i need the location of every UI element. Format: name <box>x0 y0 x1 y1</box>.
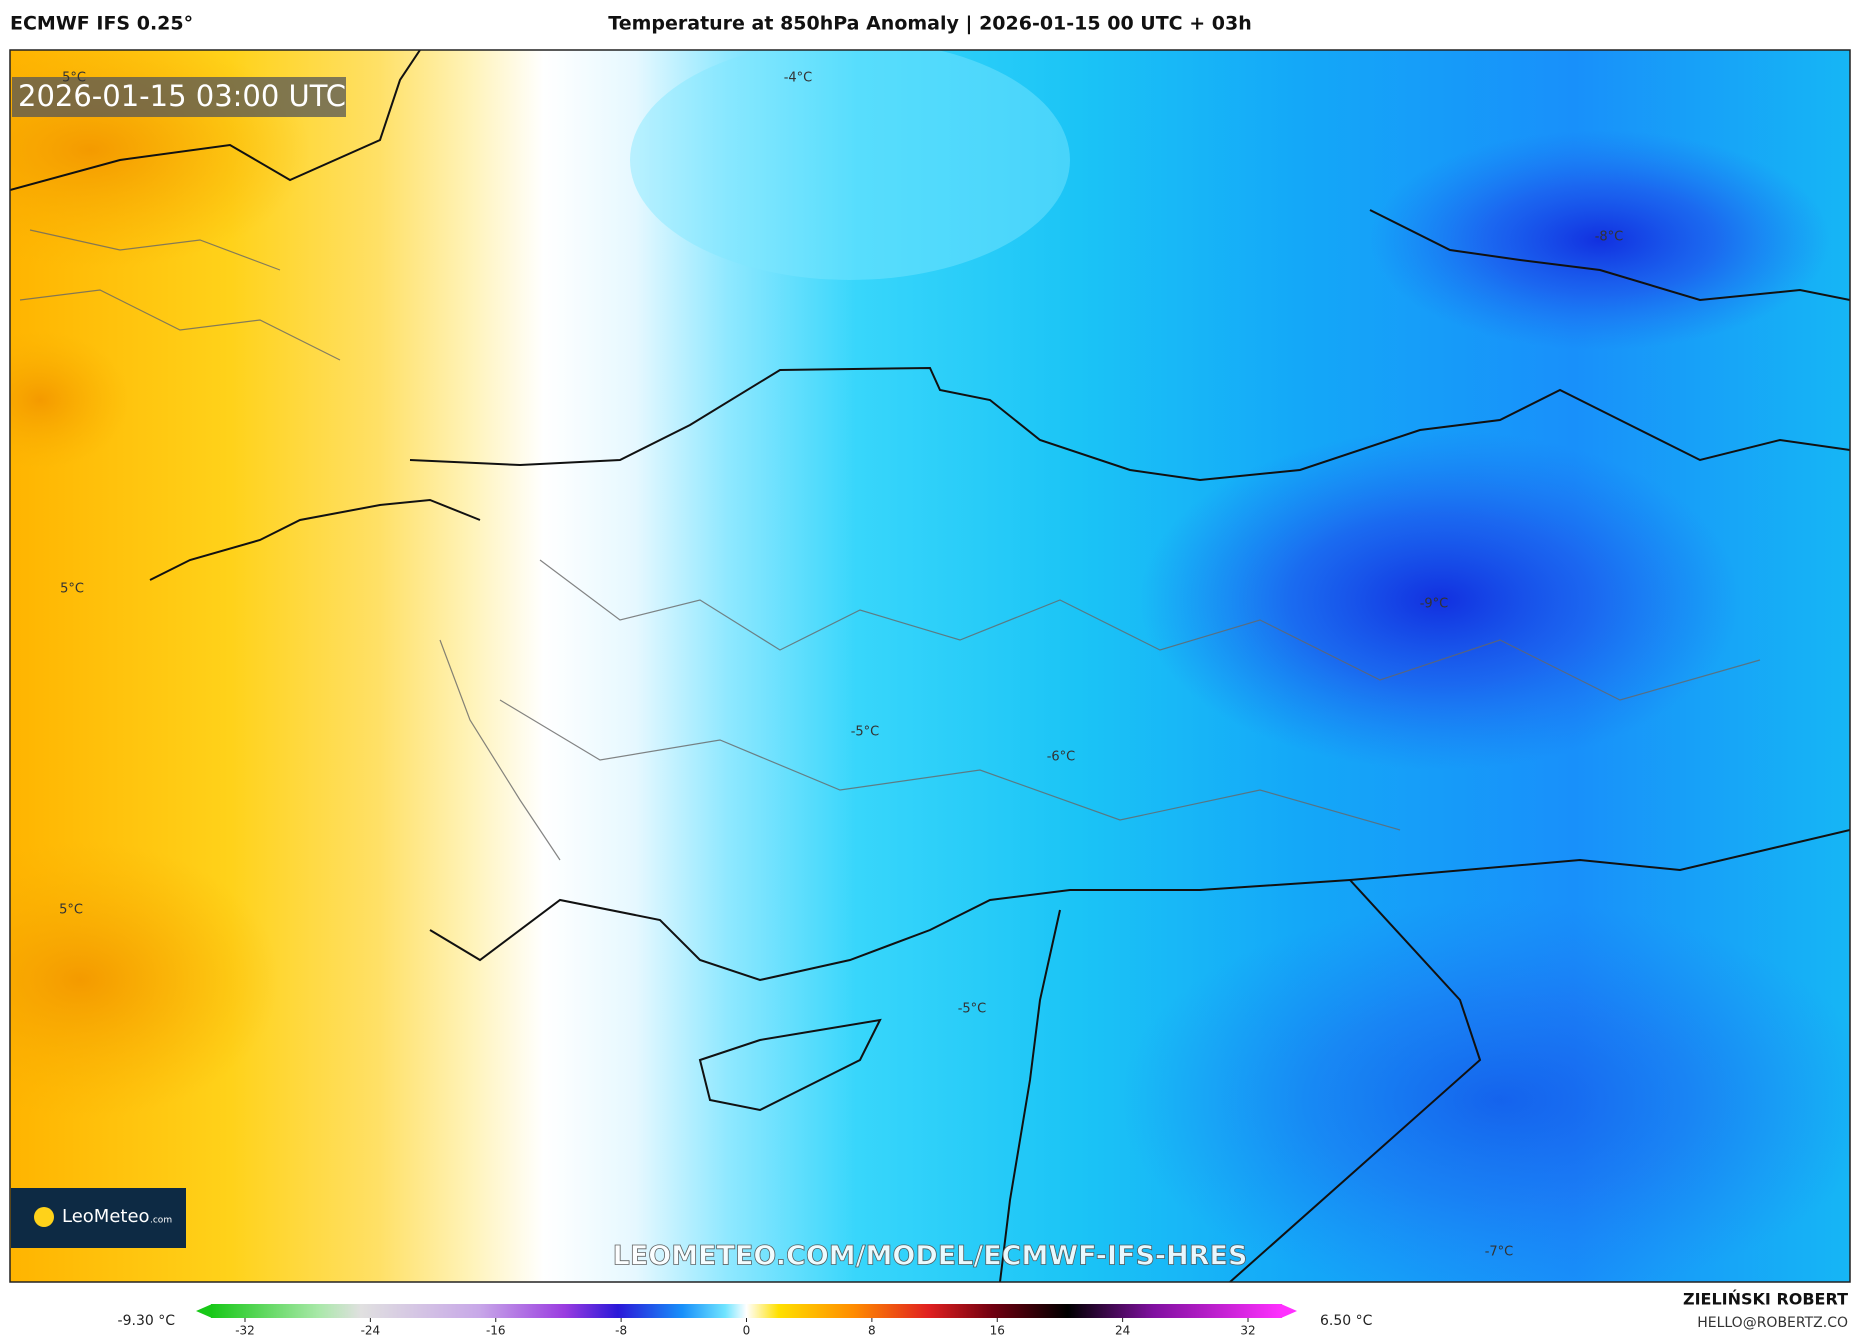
contour-labels: 5°C -4°C -8°C 5°C -9°C -5°C -6°C 5°C -5°C -7°C <box>59 71 1623 1260</box>
colorbar-arrow-low <box>196 1304 212 1318</box>
colorbar-tick-label: 0 <box>743 1324 751 1338</box>
logo-suffix: .com <box>150 1216 172 1226</box>
map-title: Temperature at 850hPa Anomaly | 2026-01-… <box>608 13 1251 35</box>
colorbar-tick-label: -32 <box>235 1324 255 1338</box>
colorbar <box>211 1304 1282 1318</box>
watermark: LEOMETEO.COM/MODEL/ECMWF-IFS-HRES <box>613 1241 1248 1272</box>
contour-label: -5°C <box>958 1002 987 1017</box>
colorbar-tick-label: -24 <box>361 1324 381 1338</box>
contour-label: -5°C <box>851 725 880 740</box>
model-name: ECMWF IFS 0.25° <box>10 13 193 35</box>
contour-label: -8°C <box>1595 230 1624 245</box>
map-field <box>10 50 1850 1282</box>
colorbar-tick-label: 24 <box>1115 1324 1130 1338</box>
timestamp-box <box>12 77 346 117</box>
colorbar-arrow-high <box>1281 1304 1297 1318</box>
email: HELLO@ROBERTZ.CO <box>1697 1315 1848 1331</box>
colorbar-tick-label: -16 <box>486 1324 506 1338</box>
colorbar-tick-label: -8 <box>615 1324 627 1338</box>
colorbar-ticks: -32 -24 -16 -8 0 8 16 24 32 <box>235 1318 1256 1338</box>
contour-label: 5°C <box>60 582 84 597</box>
contour-label: -7°C <box>1485 1245 1514 1260</box>
colorbar-min: -9.30 °C <box>118 1313 176 1329</box>
colorbar-tick-label: 8 <box>868 1324 876 1338</box>
contour-label: 5°C <box>59 903 83 918</box>
timestamp: 2026-01-15 03:00 UTC <box>18 79 346 113</box>
colorbar-tick-label: 32 <box>1240 1324 1255 1338</box>
colorbar-tick-label: 16 <box>990 1324 1005 1338</box>
contour-label: -9°C <box>1420 597 1449 612</box>
author: ZIELIŃSKI ROBERT <box>1683 1290 1848 1309</box>
map-frame <box>9 49 1851 1283</box>
logo-sun <box>34 1207 54 1227</box>
contour-label: -6°C <box>1047 750 1076 765</box>
contour-label: 5°C <box>62 71 86 86</box>
colorbar-max: 6.50 °C <box>1320 1313 1373 1329</box>
contour-label: -4°C <box>784 71 813 86</box>
logo-name: LeoMeteo <box>62 1206 150 1227</box>
